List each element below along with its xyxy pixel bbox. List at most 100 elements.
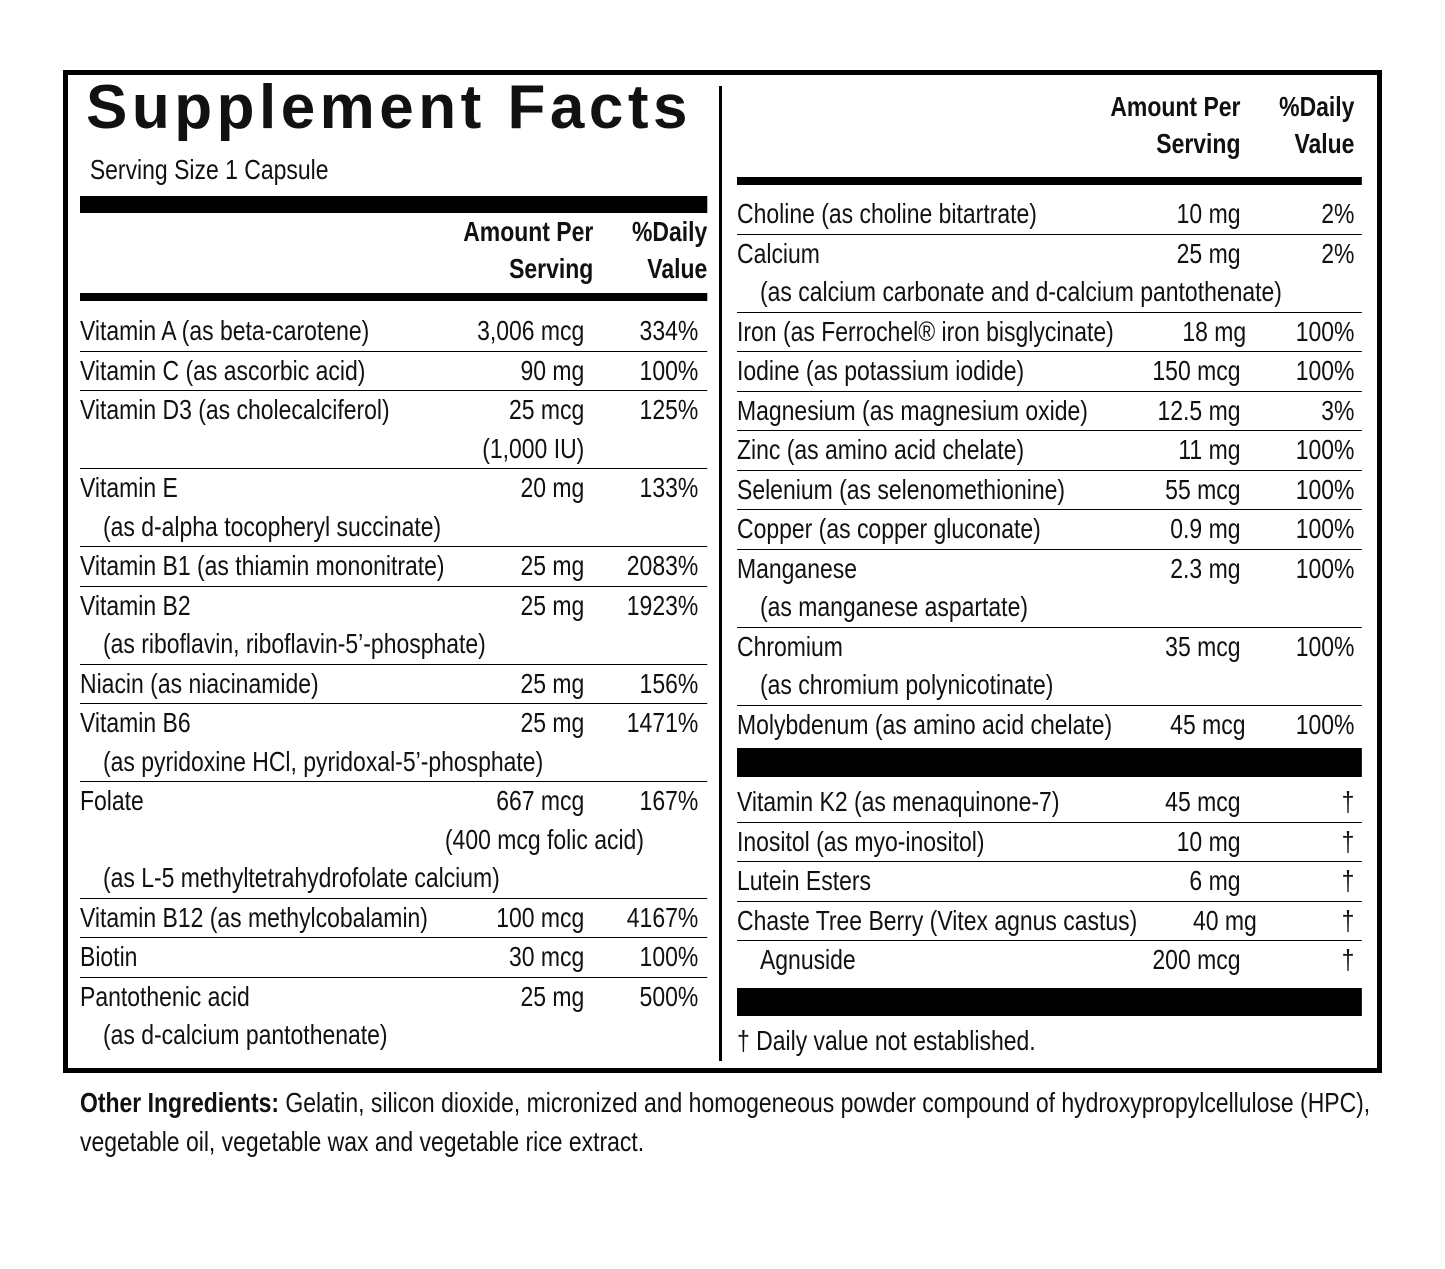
row-line: Lutein Esters 6 mg † xyxy=(737,862,1354,901)
nutrient-name: Agnuside xyxy=(759,944,856,975)
nutrient-name: Lutein Esters xyxy=(737,865,872,896)
amount: 40 mg xyxy=(1192,904,1257,936)
amount-header: Serving xyxy=(1156,128,1241,159)
amount: 6 mg xyxy=(1189,865,1241,896)
amount: 25 mg xyxy=(520,589,585,621)
row-line: (as pyridoxine HCl, pyridoxal-5’-phospha… xyxy=(80,743,698,782)
amount: 667 mcg xyxy=(496,785,585,816)
facts-box xyxy=(63,70,1382,1073)
amount: 100 mcg xyxy=(496,901,585,933)
daily-value: 1923% xyxy=(626,589,699,621)
nutrient-row: Copper (as copper gluconate) 0.9 mg 100% xyxy=(737,510,1362,550)
nutrient-row: Manganese 2.3 mg 100% (as manganese asparta… xyxy=(737,550,1362,628)
nutrient-name: Choline (as choline bitartrate) xyxy=(737,198,1037,229)
nutrient-detail: (as d-calcium pantothenate) xyxy=(102,1019,388,1050)
nutrient-name: Vitamin E xyxy=(80,472,178,503)
row-line: (as chromium polynicotinate) xyxy=(737,666,1354,705)
daily-value: 334% xyxy=(639,315,699,346)
nutrient-name: Vitamin C (as ascorbic acid) xyxy=(80,354,366,386)
nutrient-name: Vitamin B12 (as methylcobalamin) xyxy=(80,901,428,933)
nutrient-row: Iron (as Ferrochel® iron bisglycinate) 18… xyxy=(737,313,1362,352)
nutrient-row: Vitamin K2 (as menaquinone-7) 45 mcg † xyxy=(737,783,1362,823)
daily-value: 100% xyxy=(639,941,699,972)
row-line: Biotin 30 mcg 100% xyxy=(80,938,698,977)
daily-value: 125% xyxy=(639,394,699,425)
daily-value: † xyxy=(1341,904,1355,936)
nutrient-name: Vitamin D3 (as cholecalciferol) xyxy=(80,394,390,425)
row-line: (as calcium carbonate and d-calcium pant… xyxy=(737,273,1354,312)
dv-header: Value xyxy=(1294,128,1355,159)
row-line: (400 mcg folic acid) xyxy=(80,821,698,860)
dv-header: %Daily xyxy=(632,216,708,247)
daily-value: 500% xyxy=(639,980,699,1012)
row-line: Selenium (as selenomethionine) 55 mcg 100% xyxy=(737,471,1354,510)
column-header: Amount Per %Daily Serving Value xyxy=(80,213,707,293)
daily-value: 100% xyxy=(1295,434,1355,465)
row-line: Vitamin A (as beta-carotene) 3,006 mcg 334… xyxy=(80,312,698,351)
row-line: Vitamin B6 25 mg 1471% xyxy=(80,704,698,743)
amount-note: (400 mcg folic acid) xyxy=(444,823,644,855)
amount: 45 mcg xyxy=(1165,786,1241,817)
rows: Vitamin A (as beta-carotene) 3,006 mcg 334… xyxy=(80,312,708,1055)
row-line: Vitamin D3 (as cholecalciferol) 25 mcg 125… xyxy=(80,391,698,430)
dv-header: %Daily xyxy=(1279,91,1355,122)
nutrient-row: Vitamin B1 (as thiamin mononitrate) 25 mg… xyxy=(80,547,708,587)
row-line: Zinc (as amino acid chelate) 11 mg 100% xyxy=(737,431,1354,470)
row-line: (1,000 IU) xyxy=(80,430,698,469)
nutrient-row: Folate 667 mcg 167% (400 mcg folic acid) (as… xyxy=(80,782,708,899)
other-ingredients-text: Gelatin, silicon dioxide, micronized and… xyxy=(80,1087,1371,1157)
daily-value: † xyxy=(1341,865,1355,896)
nutrient-name: Vitamin K2 (as menaquinone-7) xyxy=(737,786,1060,817)
row-line: Molybdenum (as amino acid chelate) 45 mcg… xyxy=(737,706,1354,745)
nutrient-name: Iodine (as potassium iodide) xyxy=(737,355,1025,386)
daily-value: † xyxy=(1341,944,1355,975)
nutrient-name: Folate xyxy=(80,785,144,816)
daily-value: 100% xyxy=(1295,355,1355,386)
thick-bar xyxy=(737,987,1362,1016)
amount: 20 mg xyxy=(520,472,585,503)
daily-value: 100% xyxy=(1295,630,1355,662)
row-line: Chromium 35 mcg 100% xyxy=(737,628,1354,667)
nutrient-row: Vitamin B12 (as methylcobalamin) 100 mcg 4… xyxy=(80,899,708,938)
nutrient-detail: (as L-5 methyltetrahydrofolate calcium) xyxy=(102,862,500,893)
row-line: Chaste Tree Berry (Vitex agnus castus) 40… xyxy=(737,902,1354,941)
amount: 10 mg xyxy=(1176,198,1241,229)
daily-value: 100% xyxy=(639,354,699,386)
amount: 25 mg xyxy=(520,550,585,581)
rows: Vitamin K2 (as menaquinone-7) 45 mcg † Inos… xyxy=(737,783,1362,980)
daily-value: † xyxy=(1341,786,1355,817)
amount: 25 mg xyxy=(520,707,585,738)
nutrient-name: Vitamin B2 xyxy=(80,589,191,621)
nutrient-row: Zinc (as amino acid chelate) 11 mg 100% xyxy=(737,431,1362,471)
thick-bar xyxy=(80,196,708,213)
title: Supplement Facts xyxy=(86,73,692,142)
daily-value: † xyxy=(1341,825,1355,857)
header-line: Amount Per %Daily xyxy=(737,88,1354,125)
amount-header: Amount Per xyxy=(1110,91,1241,122)
nutrient-name: Manganese xyxy=(737,552,858,584)
nutrient-row: Magnesium (as magnesium oxide) 12.5 mg 3% xyxy=(737,392,1362,431)
amount: 25 mg xyxy=(1176,237,1241,269)
nutrient-detail: (as d-alpha tocopheryl succinate) xyxy=(102,510,442,542)
row-line: (as riboflavin, riboflavin-5’-phosphate) xyxy=(80,625,698,664)
amount-header: Amount Per xyxy=(463,216,594,247)
nutrient-detail: (as manganese aspartate) xyxy=(759,591,1028,622)
daily-value: 167% xyxy=(639,785,699,816)
nutrient-row: Molybdenum (as amino acid chelate) 45 mcg… xyxy=(737,706,1362,745)
nutrient-row: Choline (as choline bitartrate) 10 mg 2% xyxy=(737,195,1362,235)
nutrient-row: Chromium 35 mcg 100% (as chromium polynicot… xyxy=(737,628,1362,706)
rows: Choline (as choline bitartrate) 10 mg 2% Ca… xyxy=(737,195,1362,744)
nutrient-row: Vitamin B2 25 mg 1923% (as riboflavin, ribo… xyxy=(80,587,708,665)
amount: 35 mcg xyxy=(1165,630,1241,662)
nutrient-name: Selenium (as selenomethionine) xyxy=(737,473,1065,505)
row-line: Iodine (as potassium iodide) 150 mcg 100% xyxy=(737,352,1354,391)
nutrient-name: Copper (as copper gluconate) xyxy=(737,513,1041,544)
nutrient-name: Vitamin B1 (as thiamin mononitrate) xyxy=(80,550,445,581)
other-ingredients: Other Ingredients: Gelatin, silicon diox… xyxy=(80,1083,1384,1161)
nutrient-row: Niacin (as niacinamide) 25 mg 156% xyxy=(80,665,708,704)
amount-header: Serving xyxy=(509,253,594,284)
nutrient-row: Vitamin E 20 mg 133% (as d-alpha tocopheryl… xyxy=(80,469,708,547)
nutrient-name: Vitamin B6 xyxy=(80,707,191,738)
footnote: † Daily value not established. xyxy=(737,1024,1036,1056)
daily-value: 100% xyxy=(1295,315,1355,347)
